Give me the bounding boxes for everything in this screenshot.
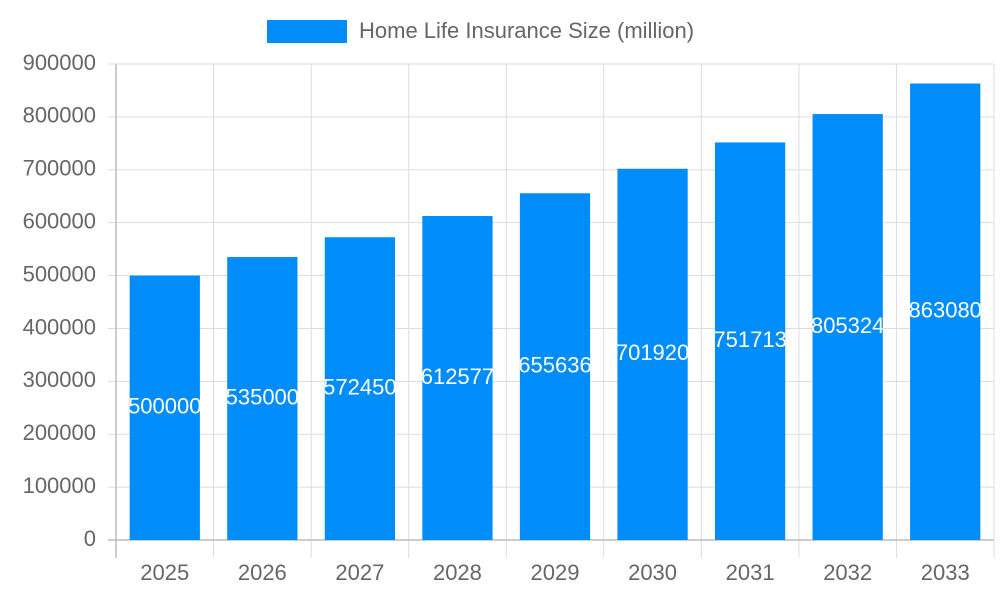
- y-tick-label: 400000: [23, 314, 96, 339]
- x-tick-label: 2031: [726, 560, 775, 585]
- data-label: 500000: [128, 394, 201, 419]
- x-tick-label: 2025: [140, 560, 189, 585]
- legend-swatch: [267, 20, 347, 43]
- data-label: 701920: [616, 340, 689, 365]
- y-tick-label: 300000: [23, 367, 96, 392]
- y-tick-label: 600000: [23, 208, 96, 233]
- bar: [714, 142, 786, 540]
- data-label: 751713: [713, 327, 786, 352]
- bar: [617, 168, 688, 540]
- x-tick-label: 2033: [921, 560, 970, 585]
- y-tick-label: 900000: [23, 50, 96, 75]
- y-tick-label: 100000: [23, 473, 96, 498]
- y-tick-label: 200000: [23, 420, 96, 445]
- y-tick-label: 800000: [23, 103, 96, 128]
- x-tick-label: 2032: [823, 560, 872, 585]
- bar: [812, 114, 883, 540]
- data-label: 863080: [909, 298, 982, 323]
- data-label: 535000: [226, 384, 299, 409]
- data-label: 655636: [518, 352, 591, 377]
- bar: [519, 193, 591, 541]
- bar: [422, 216, 493, 540]
- y-tick-label: 500000: [23, 261, 96, 286]
- data-label: 612577: [421, 364, 494, 389]
- x-tick-label: 2030: [628, 560, 677, 585]
- bar: [227, 257, 298, 540]
- legend-label: Home Life Insurance Size (million): [359, 18, 694, 43]
- bar: [910, 83, 981, 540]
- bar: [129, 275, 200, 540]
- data-label: 805324: [811, 313, 884, 338]
- data-label: 572450: [323, 374, 396, 399]
- y-tick-label: 0: [84, 526, 96, 551]
- bar: [324, 237, 396, 540]
- x-tick-label: 2029: [531, 560, 580, 585]
- x-tick-label: 2028: [433, 560, 482, 585]
- y-tick-label: 700000: [23, 156, 96, 181]
- x-tick-label: 2026: [238, 560, 287, 585]
- x-tick-label: 2027: [335, 560, 384, 585]
